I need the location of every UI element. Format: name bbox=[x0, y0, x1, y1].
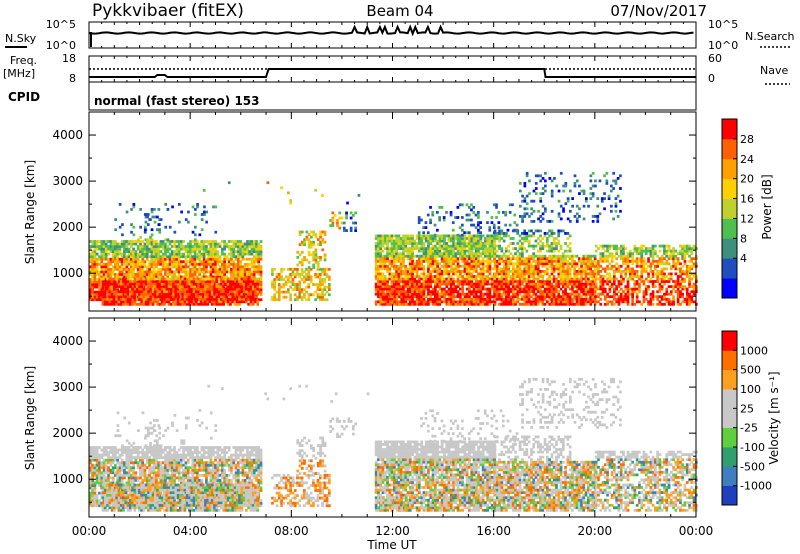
colorbar-tick-label: 8 bbox=[740, 232, 747, 245]
colorbar-tick-label: 25 bbox=[740, 402, 754, 415]
ytick-label: 3000 bbox=[52, 380, 83, 394]
colorbar-swatch bbox=[722, 278, 737, 299]
colorbar-swatch bbox=[722, 331, 737, 351]
cpid-label: CPID bbox=[8, 90, 40, 104]
colorbar-tick-label: 100 bbox=[740, 383, 761, 396]
velocity-ylabel: Slant Range [km] bbox=[23, 366, 37, 470]
nsearch-tick-bottom: 10^0 bbox=[708, 39, 738, 52]
nsearch-tick-top: 10^5 bbox=[708, 18, 738, 31]
velocity-heatmap bbox=[89, 377, 698, 512]
colorbar-swatch bbox=[722, 158, 737, 180]
colorbar-tick-label: -500 bbox=[740, 460, 765, 473]
cpid-panel: CPID normal (fast stereo) 153 bbox=[8, 81, 697, 111]
nsky-tick-top: 10^5 bbox=[46, 18, 76, 31]
power-colorbar: 28 24 20 16 12 8 4 bbox=[721, 118, 754, 299]
nsearch-label: N.Search bbox=[745, 30, 795, 43]
ytick-label: 1000 bbox=[52, 472, 83, 486]
colorbar-tick-label: 16 bbox=[740, 193, 754, 206]
ytick-label: 2000 bbox=[52, 220, 83, 234]
colorbar-swatch bbox=[722, 198, 737, 219]
power-colorbar-label: Power [dB] bbox=[760, 174, 774, 239]
colorbar-swatch bbox=[722, 466, 737, 486]
colorbar-tick-label: 12 bbox=[740, 212, 754, 225]
freq-label: Freq. bbox=[10, 54, 37, 67]
ytick-label: 4000 bbox=[52, 128, 83, 142]
colorbar-swatch bbox=[722, 238, 737, 259]
colorbar-swatch bbox=[722, 389, 737, 409]
ytick-label: 2000 bbox=[52, 426, 83, 440]
cpid-text: normal (fast stereo) 153 bbox=[94, 94, 260, 108]
colorbar-tick-label: -1000 bbox=[740, 480, 772, 493]
colorbar-tick-label: -25 bbox=[740, 422, 758, 435]
nave-tick-top: 60 bbox=[708, 52, 722, 65]
velocity-colorbar: 1000 500 100 25 -25 -100 -500 -1000 bbox=[721, 330, 772, 506]
colorbar-tick-label: 24 bbox=[740, 153, 754, 166]
xtick-label: 08:00 bbox=[274, 524, 309, 538]
nave-label: Nave bbox=[760, 64, 788, 77]
xtick-label: 12:00 bbox=[375, 524, 410, 538]
colorbar-swatch bbox=[722, 138, 737, 160]
beam-title: Beam 04 bbox=[366, 2, 433, 20]
xtick-label: 16:00 bbox=[476, 524, 511, 538]
colorbar-swatch bbox=[722, 485, 737, 506]
x-axis-title: Time UT bbox=[366, 538, 417, 552]
x-axis-labels: 00:00 04:00 08:00 12:00 16:00 20:00 00:00 bbox=[72, 524, 714, 538]
freq-tick-bottom: 8 bbox=[69, 72, 76, 85]
station-title: Pykkvibaer (fitEX) bbox=[92, 1, 244, 21]
nsky-label: N.Sky bbox=[5, 32, 37, 45]
colorbar-swatch bbox=[722, 447, 737, 467]
freq-tick-top: 18 bbox=[62, 52, 76, 65]
xtick-label: 20:00 bbox=[578, 524, 613, 538]
ytick-label: 1000 bbox=[52, 266, 83, 280]
xtick-label: 00:00 bbox=[72, 524, 107, 538]
power-panel: 4000 3000 2000 1000 Slant Range [km] 28 24 20… bbox=[23, 111, 774, 312]
colorbar-swatch bbox=[722, 408, 737, 428]
xtick-label: 04:00 bbox=[173, 524, 208, 538]
colorbar-swatch bbox=[722, 258, 737, 279]
colorbar-tick-label: 28 bbox=[740, 133, 754, 146]
colorbar-tick-label: 4 bbox=[740, 252, 747, 265]
colorbar-swatch bbox=[722, 218, 737, 239]
nsky-tick-bottom: 10^0 bbox=[46, 39, 76, 52]
nsky-panel: N.Sky 10^5 10^0 10^5 10^0 N.Search bbox=[5, 18, 795, 52]
colorbar-tick-label: 20 bbox=[740, 173, 754, 186]
freq-unit-label: [MHz] bbox=[3, 67, 35, 80]
nave-tick-bottom: 0 bbox=[708, 72, 715, 85]
date-title: 07/Nov/2017 bbox=[610, 2, 707, 20]
velocity-colorbar-label: Velocity [m s⁻¹] bbox=[767, 371, 781, 464]
velocity-panel: 4000 3000 2000 1000 Slant Range [km] 1000 50… bbox=[23, 317, 781, 518]
colorbar-swatch bbox=[722, 350, 737, 370]
colorbar-swatch bbox=[722, 427, 737, 448]
freq-panel: Freq. [MHz] 18 8 60 0 Nave bbox=[3, 52, 790, 85]
colorbar-tick-label: 500 bbox=[740, 364, 761, 377]
xtick-label: 00:00 bbox=[679, 524, 714, 538]
ytick-label: 3000 bbox=[52, 174, 83, 188]
colorbar-swatch bbox=[722, 119, 737, 140]
colorbar-tick-label: 1000 bbox=[740, 344, 768, 357]
colorbar-tick-label: -100 bbox=[740, 441, 765, 454]
power-heatmap bbox=[89, 171, 698, 306]
colorbar-swatch bbox=[722, 369, 737, 390]
colorbar-swatch bbox=[722, 178, 737, 199]
power-ylabel: Slant Range [km] bbox=[23, 160, 37, 264]
ytick-label: 4000 bbox=[52, 334, 83, 348]
